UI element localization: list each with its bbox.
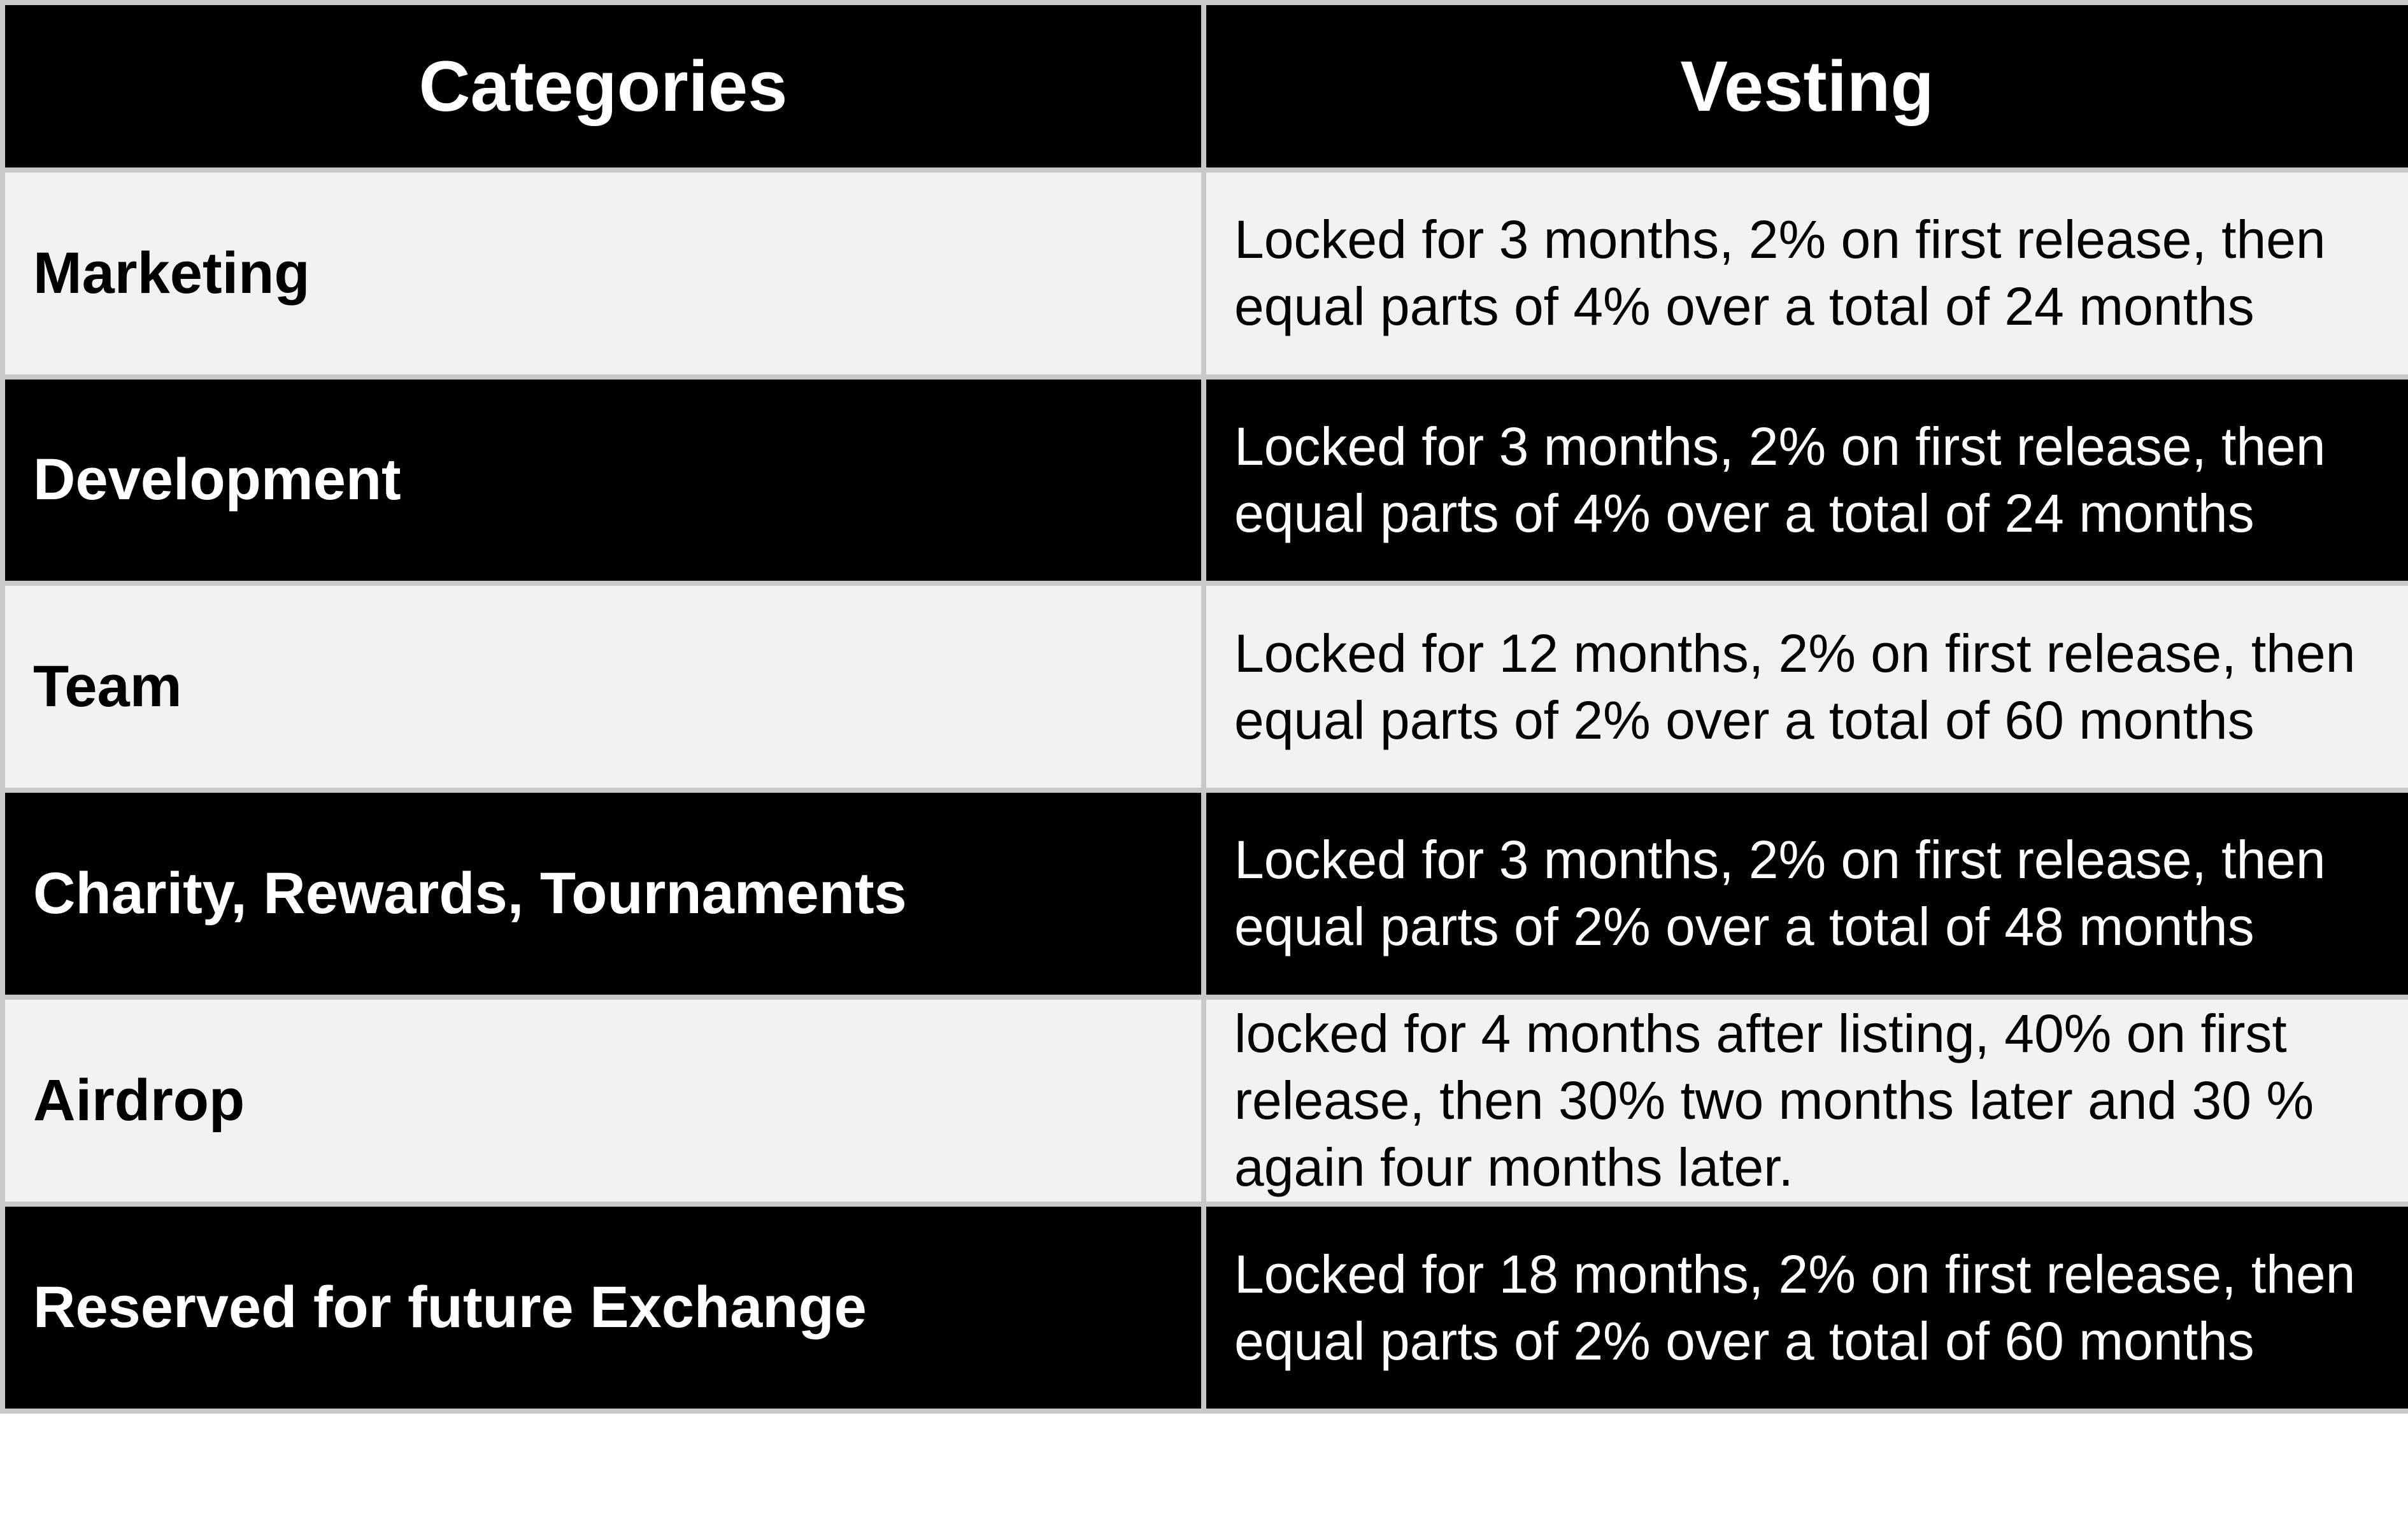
table-row: Team Locked for 12 months, 2% on first r… xyxy=(5,586,2408,788)
vesting-cell: locked for 4 months after listing, 40% o… xyxy=(1206,999,2408,1202)
category-cell: Charity, Rewards, Tournaments xyxy=(5,792,1201,995)
vesting-cell: Locked for 3 months, 2% on first release… xyxy=(1206,792,2408,995)
table-row: Reserved for future Exchange Locked for … xyxy=(5,1207,2408,1409)
category-cell: Team xyxy=(5,586,1201,788)
table-row: Development Locked for 3 months, 2% on f… xyxy=(5,379,2408,581)
category-cell: Reserved for future Exchange xyxy=(5,1207,1201,1409)
table-row: Airdrop locked for 4 months after listin… xyxy=(5,999,2408,1202)
table-header-row: Categories Vesting xyxy=(5,5,2408,167)
header-vesting: Vesting xyxy=(1206,5,2408,167)
vesting-table: Categories Vesting Marketing Locked for … xyxy=(5,5,2408,1409)
vesting-cell: Locked for 12 months, 2% on first releas… xyxy=(1206,586,2408,788)
vesting-cell: Locked for 3 months, 2% on first release… xyxy=(1206,173,2408,374)
vesting-cell: Locked for 3 months, 2% on first release… xyxy=(1206,379,2408,581)
table-row: Charity, Rewards, Tournaments Locked for… xyxy=(5,792,2408,995)
vesting-table-container: Categories Vesting Marketing Locked for … xyxy=(0,0,2408,1414)
header-categories: Categories xyxy=(5,5,1201,167)
table-row: Marketing Locked for 3 months, 2% on fir… xyxy=(5,173,2408,374)
category-cell: Airdrop xyxy=(5,999,1201,1202)
category-cell: Marketing xyxy=(5,173,1201,374)
category-cell: Development xyxy=(5,379,1201,581)
vesting-cell: Locked for 18 months, 2% on first releas… xyxy=(1206,1207,2408,1409)
